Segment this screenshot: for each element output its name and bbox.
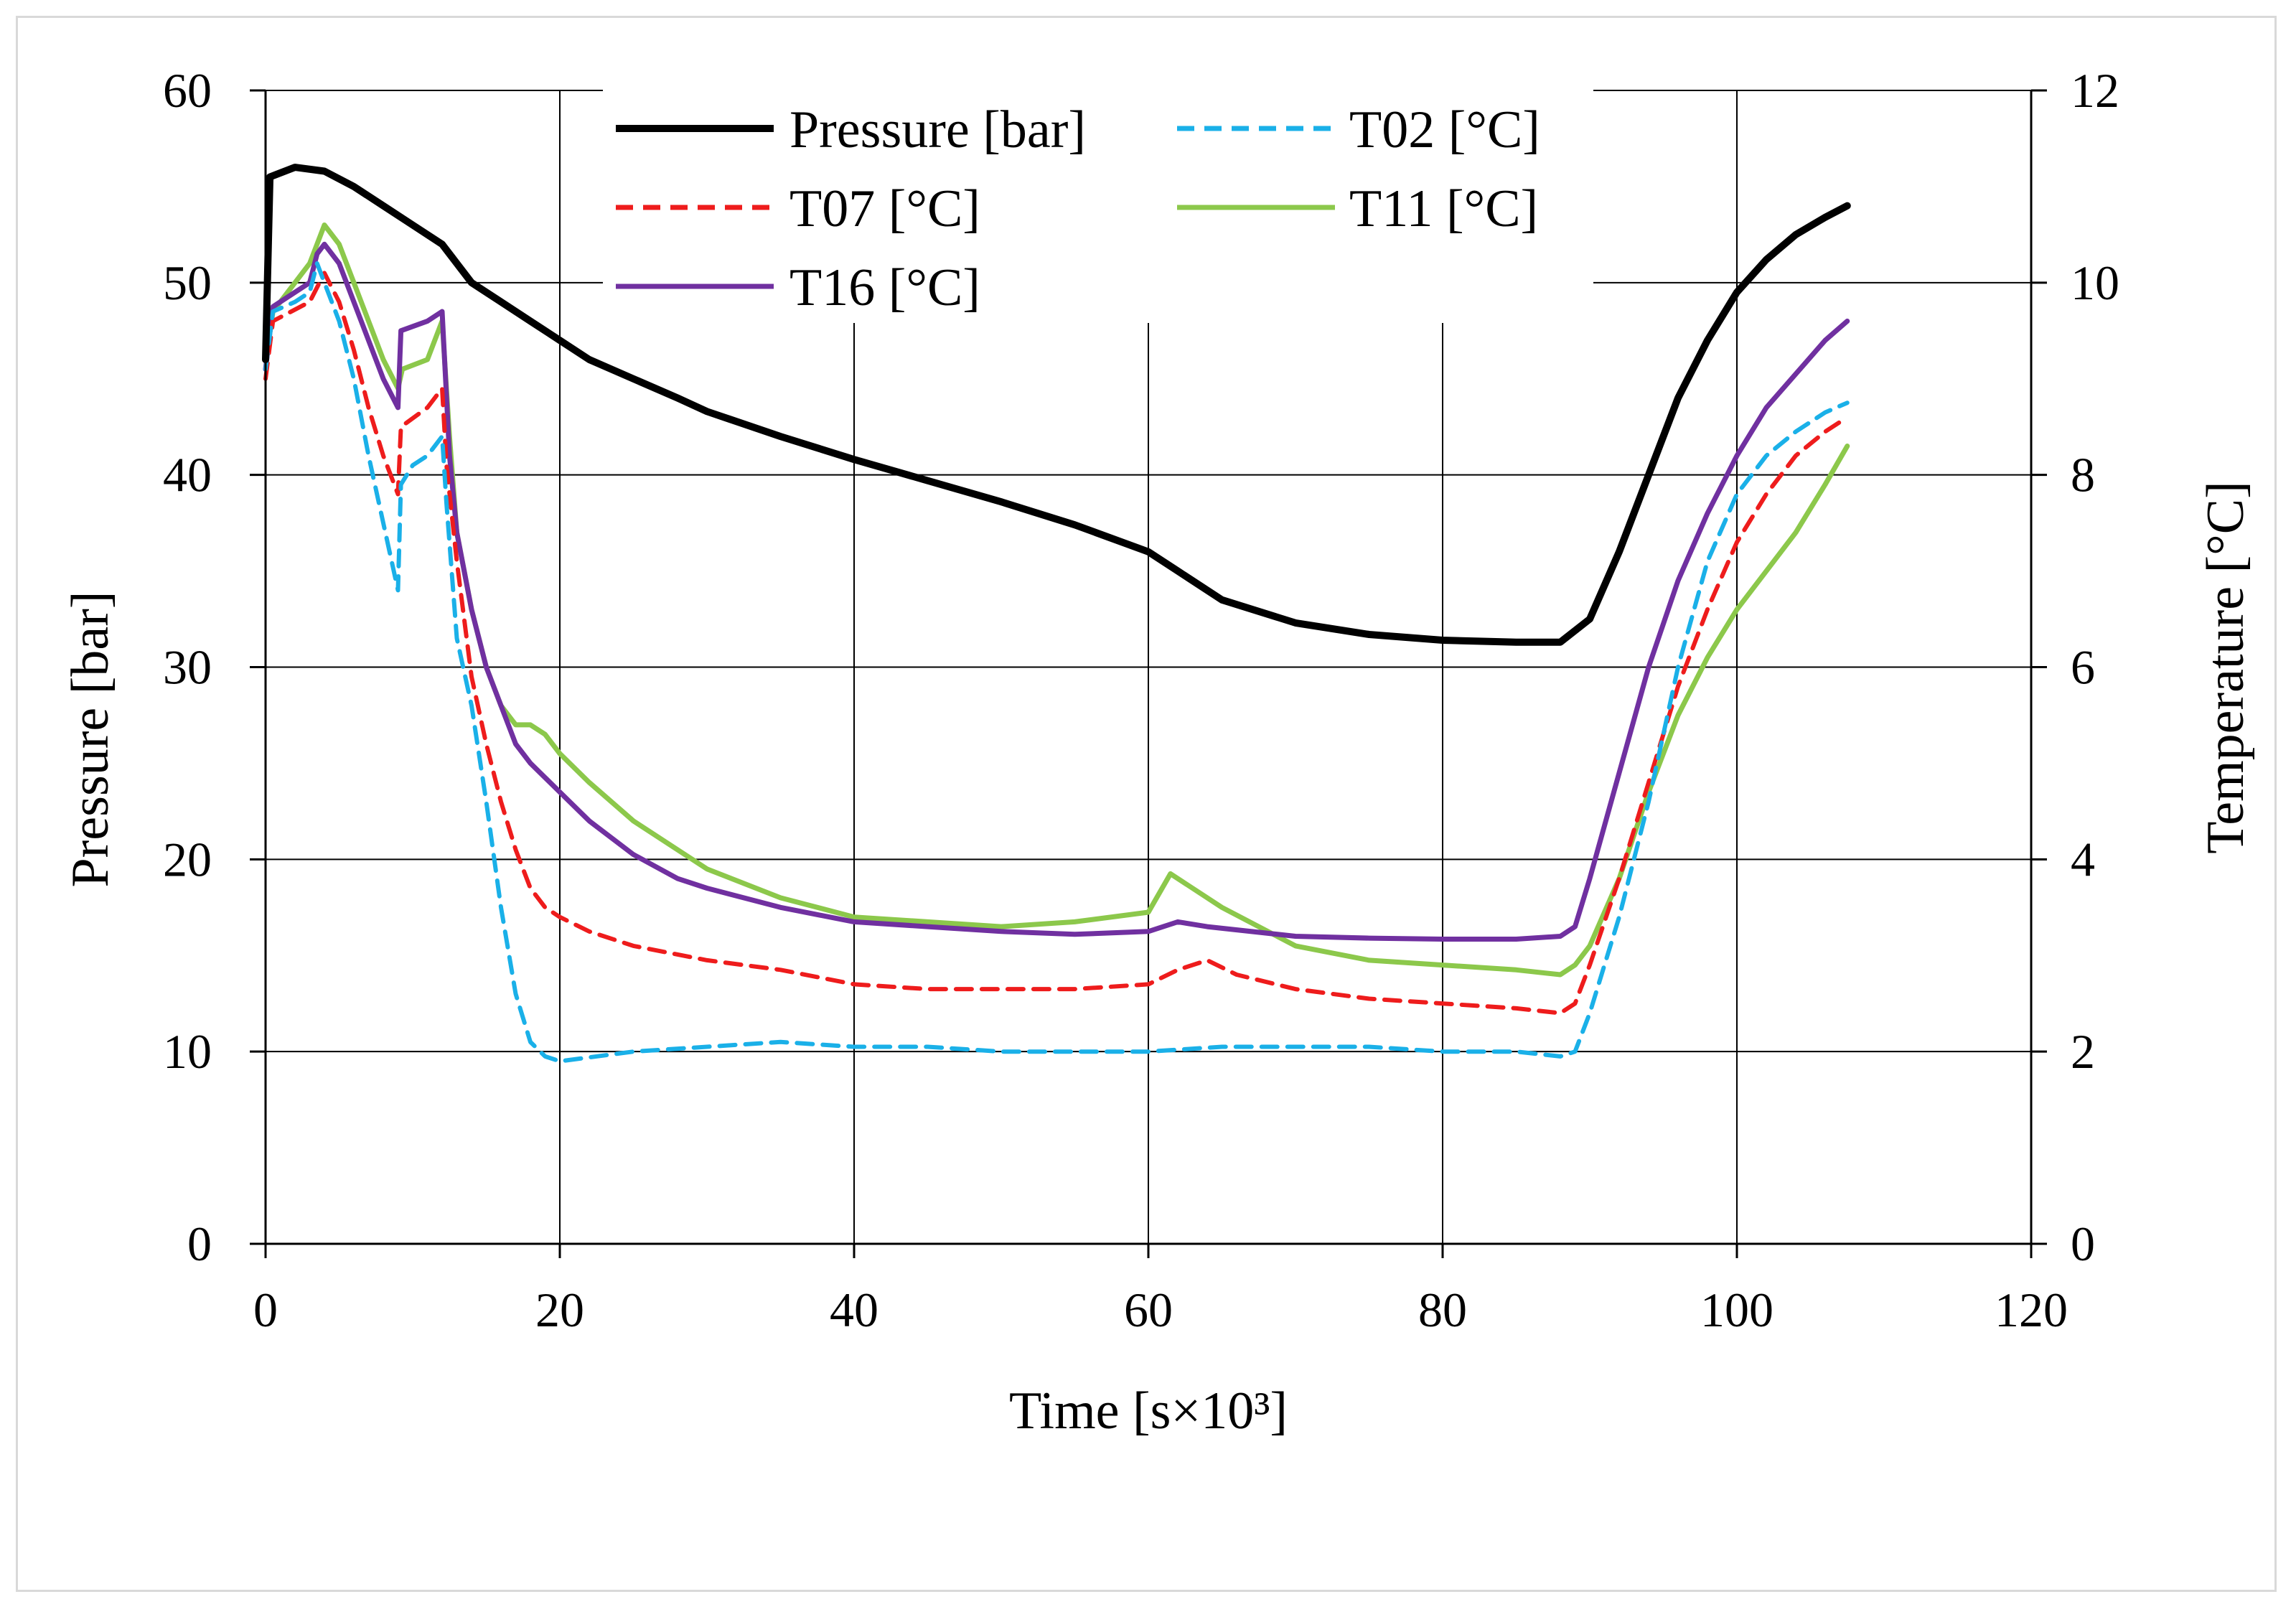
y-tick-label: 10 [163, 1024, 212, 1079]
series-line-t11 [263, 222, 1850, 978]
series-line-t07 [263, 271, 1850, 1016]
y2-tick-label: 12 [2071, 63, 2119, 118]
x-axis-title: Time [s×10³] [1009, 1382, 1288, 1440]
legend-label-t07: T07 [°C] [789, 179, 980, 238]
x-tick-label: 60 [1124, 1283, 1173, 1337]
legend-label-t02: T02 [°C] [1349, 100, 1540, 159]
series-group [262, 164, 1851, 1064]
y2-tick-label: 6 [2071, 640, 2095, 695]
legend: Pressure [bar] T02 [°C] T07 [°C] T11 [°C… [603, 86, 1593, 323]
y-tick-label: 0 [187, 1217, 212, 1271]
x-tick-label: 0 [253, 1283, 278, 1337]
x-tick-label: 40 [830, 1283, 878, 1337]
y-tick-label: 60 [163, 63, 212, 118]
y-tick-label: 20 [163, 832, 212, 886]
axes [250, 89, 2047, 1258]
y2-tick-label: 2 [2071, 1024, 2095, 1079]
x-tick-label: 80 [1418, 1283, 1467, 1337]
x-tick-label: 120 [1995, 1283, 2068, 1337]
legend-label-t16: T16 [°C] [789, 258, 980, 317]
y2-tick-label: 0 [2071, 1217, 2095, 1271]
y2-tick-label: 8 [2071, 448, 2095, 502]
x-tick-label: 100 [1700, 1283, 1773, 1337]
series-line-t16 [263, 241, 1850, 942]
legend-label-pressure: Pressure [bar] [789, 100, 1086, 159]
x-tick-label: 20 [535, 1283, 584, 1337]
series-line-t02 [263, 261, 1850, 1064]
legend-label-t11: T11 [°C] [1349, 179, 1538, 238]
series-line-pressure [262, 164, 1851, 646]
y-tick-label: 30 [163, 640, 212, 695]
y-tick-label: 50 [163, 256, 212, 310]
y-axis-title: Pressure [bar] [61, 591, 120, 888]
y-tick-label: 40 [163, 448, 212, 502]
y2-axis-title: Temperature [°C] [2196, 481, 2255, 854]
y2-tick-label: 4 [2071, 832, 2095, 886]
y2-tick-label: 10 [2071, 256, 2119, 310]
